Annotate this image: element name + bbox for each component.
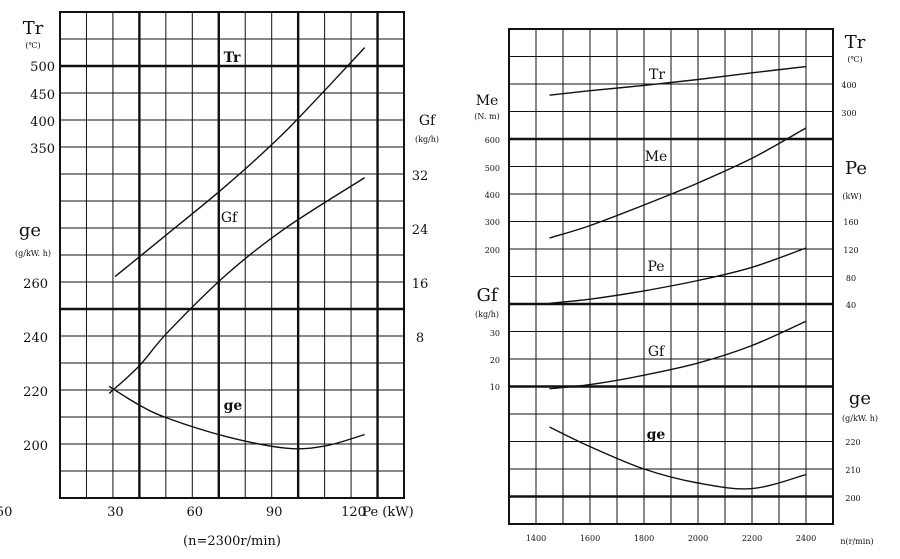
x-tick-label: 1800 bbox=[634, 534, 654, 543]
x-axis-title: Pe (kW) bbox=[362, 505, 413, 520]
gf-tick-label: 24 bbox=[412, 223, 429, 238]
ge-tick-label: 260 bbox=[23, 277, 48, 292]
ge-axis-unit: (g/kW. h) bbox=[842, 414, 878, 423]
x-tick-label: 2400 bbox=[796, 534, 816, 543]
me-tick-label: 300 bbox=[485, 218, 500, 227]
x-tick-label: 90 bbox=[266, 505, 283, 520]
tr-axis-unit: (℃) bbox=[25, 41, 40, 50]
x-tick-label: 2200 bbox=[742, 534, 762, 543]
series-line-tr bbox=[549, 65, 807, 96]
pe-axis-title: Pe bbox=[845, 158, 867, 179]
x-axis-title: n(r/min) bbox=[840, 537, 873, 546]
pe-axis-unit: (kW) bbox=[842, 192, 861, 201]
pe-tick-label: 160 bbox=[843, 218, 858, 227]
series-line-pe bbox=[549, 247, 807, 304]
ge-tick-label: 220 bbox=[845, 438, 860, 447]
series-label-gf: Gf bbox=[648, 344, 666, 360]
tr-axis-title: Tr bbox=[845, 32, 866, 53]
x-tick-label: 60 bbox=[186, 505, 203, 520]
grid bbox=[508, 28, 834, 525]
series-label-ge: ge bbox=[224, 398, 243, 414]
gf-tick-label: 30 bbox=[490, 329, 500, 338]
curves bbox=[549, 65, 807, 490]
ge-tick-label: 200 bbox=[23, 439, 48, 454]
gf-tick-label: 10 bbox=[490, 383, 500, 392]
x-tick-label: 30 bbox=[107, 505, 124, 520]
curves bbox=[108, 47, 366, 450]
tr-tick-label: 450 bbox=[30, 88, 55, 103]
ge-tick-label: 200 bbox=[845, 494, 860, 503]
gf-axis-unit: (kg/h) bbox=[415, 135, 439, 144]
me-axis-unit: (N. m) bbox=[474, 112, 499, 121]
series-line-ge bbox=[549, 426, 807, 490]
series-label-ge: ge bbox=[647, 427, 666, 443]
ge-axis-title: ge bbox=[19, 220, 41, 241]
x-tick-label: 2000 bbox=[688, 534, 708, 543]
labels: Tr Me Pe Gf ge Me (N. m) 600 500 400 300 200 Gf (kg/h… bbox=[474, 32, 878, 546]
series-label-gf: Gf bbox=[221, 210, 239, 226]
load-characteristic-chart: Tr Gf ge Tr (℃) 500 450 400 350 ge (g/kW. h) 260 240… bbox=[0, 11, 439, 549]
tr-tick-label: 400 bbox=[30, 115, 55, 130]
gf-tick-label: 20 bbox=[490, 356, 500, 365]
ge-tick-label: 210 bbox=[845, 466, 860, 475]
x-tick-label: 1400 bbox=[526, 534, 546, 543]
me-tick-label: 600 bbox=[485, 136, 500, 145]
series-line-ge bbox=[108, 385, 365, 450]
series-line-me bbox=[549, 127, 807, 239]
series-label-me: Me bbox=[645, 149, 668, 165]
series-line-gf bbox=[108, 177, 366, 395]
tr-tick-label: 400 bbox=[841, 81, 856, 90]
chart-footer-note: (n=2300r/min) bbox=[183, 534, 281, 549]
x-tick-label: 150 bbox=[0, 505, 12, 520]
gf-tick-label: 8 bbox=[416, 331, 424, 346]
pe-tick-label: 80 bbox=[846, 274, 856, 283]
me-tick-label: 400 bbox=[485, 191, 500, 200]
me-axis-title: Me bbox=[476, 93, 499, 109]
ge-axis-title: ge bbox=[849, 388, 871, 409]
gf-tick-label: 16 bbox=[412, 277, 429, 292]
pe-tick-label: 40 bbox=[846, 301, 856, 310]
series-line-gf bbox=[549, 320, 807, 390]
gf-axis-title: Gf bbox=[419, 113, 437, 129]
series-label-tr: Tr bbox=[649, 67, 665, 83]
x-tick-label: 1600 bbox=[580, 534, 600, 543]
tr-tick-label: 500 bbox=[30, 60, 55, 75]
tr-tick-label: 300 bbox=[841, 109, 856, 118]
gf-axis-unit: (kg/h) bbox=[475, 310, 499, 319]
pe-tick-label: 120 bbox=[843, 246, 858, 255]
gf-axis-title: Gf bbox=[476, 285, 498, 306]
speed-characteristic-chart: Tr Me Pe Gf ge Me (N. m) 600 500 400 300 200 Gf (kg/h… bbox=[474, 28, 878, 546]
ge-axis-unit: (g/kW. h) bbox=[15, 249, 51, 258]
series-label-pe: Pe bbox=[647, 259, 664, 275]
me-tick-label: 500 bbox=[485, 164, 500, 173]
tr-tick-label: 350 bbox=[30, 142, 55, 157]
tr-axis-title: Tr bbox=[23, 18, 44, 39]
ge-tick-label: 220 bbox=[23, 385, 48, 400]
tr-axis-unit: (℃) bbox=[847, 55, 862, 64]
series-label-tr: Tr bbox=[224, 50, 241, 66]
x-tick-label: 120 bbox=[341, 505, 366, 520]
gf-tick-label: 32 bbox=[412, 169, 429, 184]
series-line-tr bbox=[114, 47, 366, 278]
grid bbox=[59, 11, 405, 499]
me-tick-label: 200 bbox=[485, 246, 500, 255]
ge-tick-label: 240 bbox=[23, 331, 48, 346]
labels: Tr Gf ge Tr (℃) 500 450 400 350 ge (g/kW. h) 260 240… bbox=[0, 18, 439, 549]
